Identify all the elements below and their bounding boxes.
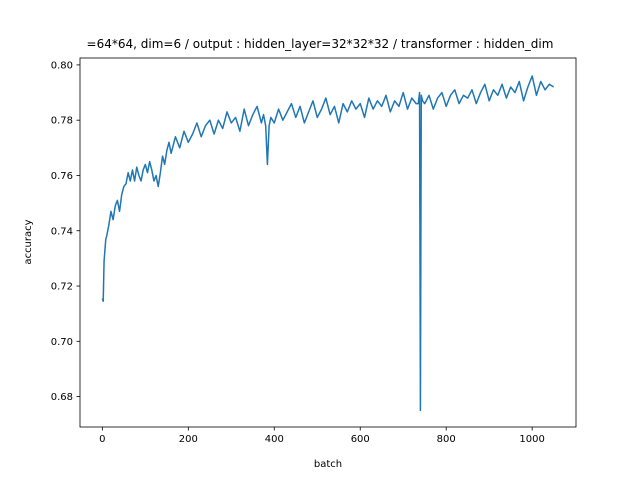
- y-tick-label: 0.76: [51, 171, 73, 182]
- series-line-accuracy: [101, 75, 555, 412]
- y-tick-label: 0.78: [51, 116, 73, 127]
- x-tick-label: 200: [179, 434, 198, 445]
- x-axis-label: batch: [314, 459, 342, 470]
- x-tick-label: 600: [351, 434, 370, 445]
- x-tick-label: 800: [437, 434, 456, 445]
- y-tick-label: 0.68: [51, 392, 73, 403]
- y-axis-label: accuracy: [23, 219, 34, 264]
- x-tick-label: 0: [99, 434, 105, 445]
- y-tick-label: 0.74: [51, 226, 73, 237]
- y-tick-label: 0.70: [51, 337, 73, 348]
- y-tick-label: 0.72: [51, 282, 73, 293]
- plot-frame: [79, 57, 577, 428]
- y-axis: 0.68 0.70 0.72 0.74 0.76 0.78 0.80: [51, 60, 80, 403]
- x-tick-label: 1000: [519, 434, 544, 445]
- plot-area: [101, 75, 555, 412]
- x-axis: 0 200 400 600 800 1000: [99, 427, 545, 445]
- chart-title: =64*64, dim=6 / output : hidden_layer=32…: [87, 37, 554, 51]
- x-tick-label: 400: [265, 434, 284, 445]
- y-tick-label: 0.80: [51, 60, 73, 71]
